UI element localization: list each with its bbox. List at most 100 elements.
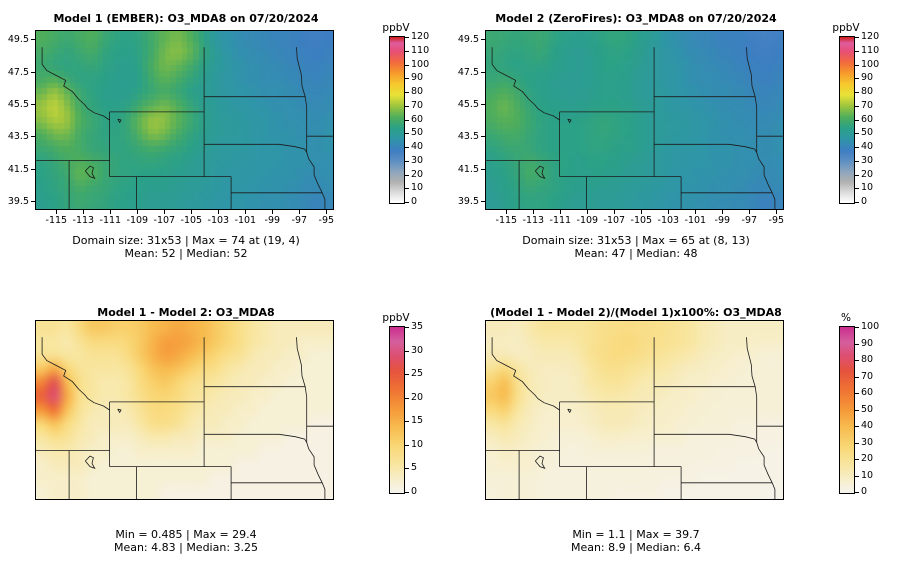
colorbar-tick-mark: [405, 105, 409, 107]
x-axis-tick-mark: [614, 210, 616, 214]
x-axis-tick-mark: [137, 210, 139, 214]
x-axis-tick-mark: [56, 210, 58, 214]
panel-percent-difference: (Model 1 - Model 2)/(Model 1)x100%: O3_M…: [450, 290, 900, 579]
colorbar-tick-label: 0: [861, 486, 868, 497]
colorbar-tick-label: 20: [411, 391, 424, 403]
colorbar-tick-mark: [855, 202, 859, 203]
x-axis-tick-label: -101: [234, 215, 257, 226]
y-axis-tick-label: 47.5: [457, 66, 479, 78]
colorbar-tick-label: 5: [411, 462, 418, 474]
colorbar-tick-label: 100: [411, 58, 430, 70]
colorbar-tick-label: 120: [411, 31, 430, 42]
stats-line-1: Domain size: 31x53 | Max = 74 at (19, 4): [72, 234, 300, 247]
colorbar-tick-label: 10: [411, 182, 424, 194]
colorbar-tick-label: 90: [861, 72, 874, 84]
y-axis-tick-mark: [31, 200, 35, 202]
colorbar-tick-mark: [405, 202, 409, 203]
colorbar-tick-label: 100: [861, 321, 880, 332]
colorbar-tick-mark: [405, 147, 409, 148]
x-axis-tick-mark: [218, 210, 220, 214]
colorbar-tick-mark: [855, 393, 859, 394]
y-axis-tick-mark: [481, 200, 485, 202]
colorbar-tick-label: 60: [411, 113, 424, 125]
colorbar-tick-mark: [855, 133, 859, 135]
colorbar-tick-mark: [855, 78, 859, 80]
stats-line-1: Min = 0.485 | Max = 29.4: [115, 528, 257, 541]
colorbar-tick-mark: [855, 64, 859, 66]
x-axis-tick-mark: [560, 210, 562, 214]
y-axis-tick-label: 41.5: [457, 163, 479, 175]
colorbar-tick-mark: [405, 327, 409, 328]
colorbar-tick-mark: [855, 50, 859, 52]
colorbar-tick-label: 110: [411, 44, 430, 56]
colorbar-tick-mark: [855, 442, 859, 444]
colorbar-tick-label: 10: [861, 469, 874, 481]
colorbar-gradient: [389, 326, 405, 494]
colorbar-tick-mark: [405, 468, 409, 470]
x-axis-tick-label: -107: [603, 215, 626, 226]
colorbar-tick-mark: [855, 475, 859, 477]
y-axis-tick-label: 47.5: [7, 66, 29, 78]
map-plot-area: [35, 320, 334, 500]
stats-line-2: Mean: 4.83 | Median: 3.25: [113, 541, 259, 554]
colorbar-tick-mark: [855, 160, 859, 162]
x-axis-tick-mark: [587, 210, 589, 214]
colorbar-tick-mark: [855, 147, 859, 148]
y-axis-tick-mark: [481, 39, 485, 41]
x-axis-tick-label: -103: [657, 215, 680, 226]
x-axis-tick-label: -95: [318, 215, 335, 226]
colorbar-title: %: [841, 312, 851, 324]
colorbar-tick-label: 15: [411, 415, 424, 427]
y-axis-tick-mark: [31, 39, 35, 41]
x-axis-tick-label: -109: [576, 215, 599, 226]
colorbar-tick-label: 50: [861, 127, 874, 139]
x-axis-tick-mark: [749, 210, 751, 214]
colorbar-tick-mark: [855, 492, 859, 493]
y-axis-tick-mark: [31, 168, 35, 170]
colorbar-title: ppbV: [382, 22, 410, 34]
colorbar-tick-mark: [405, 492, 409, 493]
y-axis-tick-mark: [481, 71, 485, 73]
x-axis-tick-mark: [191, 210, 193, 214]
colorbar-tick-mark: [855, 105, 859, 107]
x-axis-tick-mark: [164, 210, 166, 214]
x-axis-tick-label: -99: [264, 215, 281, 226]
colorbar-tick-mark: [855, 459, 859, 460]
x-axis-tick-label: -97: [741, 215, 758, 226]
colorbar-tick-mark: [855, 119, 859, 121]
y-axis-tick-label: 49.5: [457, 34, 479, 46]
colorbar-tick-mark: [405, 174, 409, 176]
map-raster-canvas: [36, 321, 333, 499]
colorbar-tick-label: 40: [861, 420, 874, 431]
x-axis-tick-label: -113: [522, 215, 545, 226]
stats-line-1: Domain size: 31x53 | Max = 65 at (8, 13): [522, 234, 750, 247]
colorbar-tick-label: 30: [411, 344, 424, 356]
y-axis-tick-mark: [31, 103, 35, 105]
colorbar-tick-mark: [855, 376, 859, 378]
colorbar-tick-label: 70: [861, 99, 874, 111]
colorbar-tick-label: 25: [411, 368, 424, 380]
colorbar-tick-label: 70: [861, 370, 874, 382]
colorbar-tick-mark: [855, 426, 859, 427]
map-title: Model 1 (EMBER): O3_MDA8 on 07/20/2024: [53, 12, 319, 25]
y-axis-tick-mark: [31, 71, 35, 73]
colorbar-tick-mark: [405, 64, 409, 66]
map-title: (Model 1 - Model 2)/(Model 1)x100%: O3_M…: [490, 306, 782, 319]
colorbar-tick-label: 10: [861, 182, 874, 194]
panel-model2-zerofires: Model 2 (ZeroFires): O3_MDA8 on 07/20/20…: [450, 0, 900, 290]
map-raster-canvas: [486, 31, 783, 209]
colorbar-tick-mark: [855, 174, 859, 176]
colorbar-tick-label: 50: [861, 403, 874, 415]
map-title: Model 2 (ZeroFires): O3_MDA8 on 07/20/20…: [495, 12, 777, 25]
colorbar-tick-label: 0: [861, 196, 868, 207]
x-axis-tick-mark: [533, 210, 535, 214]
colorbar-tick-label: 50: [411, 127, 424, 139]
x-axis-tick-mark: [83, 210, 85, 214]
colorbar-tick-mark: [855, 360, 859, 361]
colorbar-tick-label: 90: [411, 72, 424, 84]
colorbar-tick-mark: [855, 92, 859, 93]
colorbar-tick-mark: [405, 397, 409, 399]
x-axis-tick-label: -99: [714, 215, 731, 226]
x-axis-tick-mark: [776, 210, 778, 214]
